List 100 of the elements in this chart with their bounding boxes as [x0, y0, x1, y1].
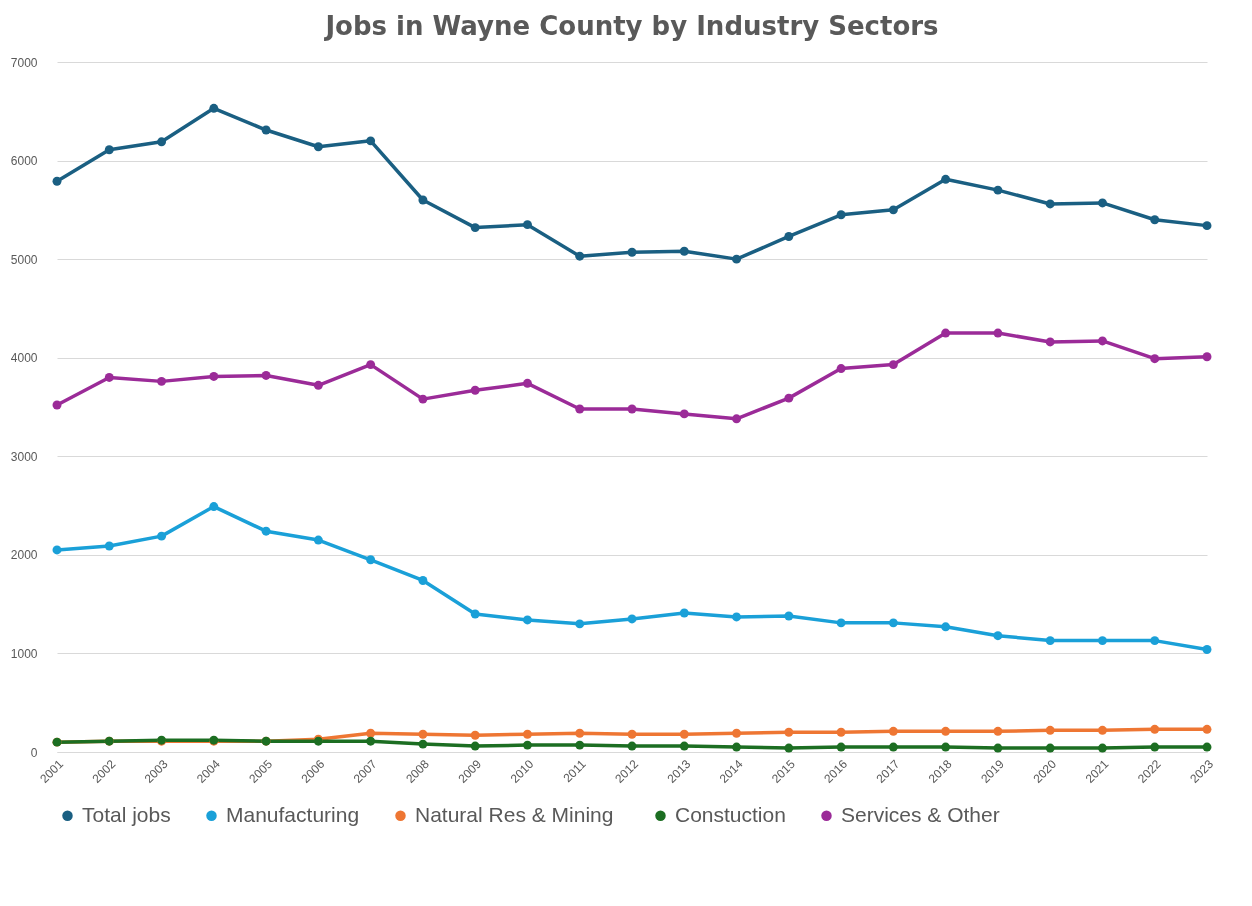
point [313, 142, 323, 152]
point [732, 414, 742, 424]
point [679, 608, 689, 618]
point [209, 103, 219, 113]
point [1045, 199, 1055, 209]
point [1150, 724, 1160, 734]
point [366, 136, 376, 146]
point [784, 727, 794, 737]
point [522, 740, 532, 750]
point [679, 729, 689, 739]
point [888, 726, 898, 736]
chart-title: Jobs in Wayne County by Industry Sectors [323, 11, 939, 41]
point [1150, 742, 1160, 752]
point [1150, 215, 1160, 225]
point [366, 736, 376, 746]
point [679, 246, 689, 256]
legend-label: Services & Other [841, 802, 1000, 826]
point [1202, 221, 1212, 231]
point [575, 619, 585, 629]
point [836, 618, 846, 628]
point [1045, 337, 1055, 347]
point [627, 729, 637, 739]
point [1097, 743, 1107, 753]
point [732, 254, 742, 264]
point [784, 611, 794, 621]
point [470, 385, 480, 395]
point [575, 728, 585, 738]
legend-label: Constuction [675, 802, 786, 826]
point [575, 251, 585, 261]
point [418, 576, 428, 585]
point [627, 741, 637, 751]
point [1202, 724, 1212, 734]
point [679, 409, 689, 419]
legend-label: Total jobs [82, 802, 171, 826]
point [627, 404, 637, 414]
point [157, 376, 167, 386]
y-tick-label: 4000 [10, 351, 38, 366]
point [732, 742, 742, 752]
point [1045, 743, 1055, 753]
point [1150, 636, 1160, 646]
point [941, 328, 951, 338]
point [888, 360, 898, 370]
point [1097, 336, 1107, 346]
point [104, 372, 114, 382]
point [836, 742, 846, 752]
point [993, 631, 1003, 641]
y-tick-label: 3000 [10, 449, 38, 464]
point [1097, 198, 1107, 208]
point [261, 125, 271, 135]
point [993, 328, 1003, 338]
point [627, 247, 637, 257]
y-tick-label: 6000 [10, 154, 38, 169]
point [261, 526, 271, 536]
point [418, 729, 428, 739]
point [418, 195, 428, 205]
point [784, 393, 794, 403]
point [313, 535, 323, 545]
point [209, 502, 219, 512]
y-tick-label: 1000 [10, 646, 38, 661]
y-tick-label: 2000 [10, 548, 38, 563]
point [941, 726, 951, 736]
point [1097, 636, 1107, 646]
point [470, 223, 480, 233]
point [261, 370, 271, 380]
point [836, 364, 846, 374]
point [732, 728, 742, 738]
point [836, 727, 846, 737]
point [522, 220, 532, 230]
point [366, 360, 376, 370]
point [522, 729, 532, 739]
point [104, 541, 114, 551]
point [941, 174, 951, 184]
point [941, 742, 951, 752]
point [575, 404, 585, 414]
point [1202, 645, 1212, 654]
y-tick-label: 5000 [10, 252, 38, 267]
point [888, 618, 898, 628]
point [157, 137, 167, 147]
point [993, 185, 1003, 195]
point [836, 210, 846, 220]
point [522, 378, 532, 388]
point [993, 726, 1003, 736]
point [418, 739, 428, 749]
point [1202, 352, 1212, 362]
point [1045, 636, 1055, 646]
point [52, 400, 62, 410]
legend-label: Natural Res & Mining [415, 802, 614, 826]
point [209, 371, 219, 381]
point [470, 741, 480, 751]
point [366, 728, 376, 738]
legend-label: Manufacturing [226, 802, 360, 826]
point [522, 615, 532, 625]
point [470, 730, 480, 740]
y-tick-label: 7000 [10, 55, 38, 70]
point [52, 176, 62, 186]
point [732, 612, 742, 622]
point [313, 380, 323, 390]
point [470, 609, 480, 619]
y-tick-label: 0 [30, 745, 38, 760]
point [993, 743, 1003, 753]
